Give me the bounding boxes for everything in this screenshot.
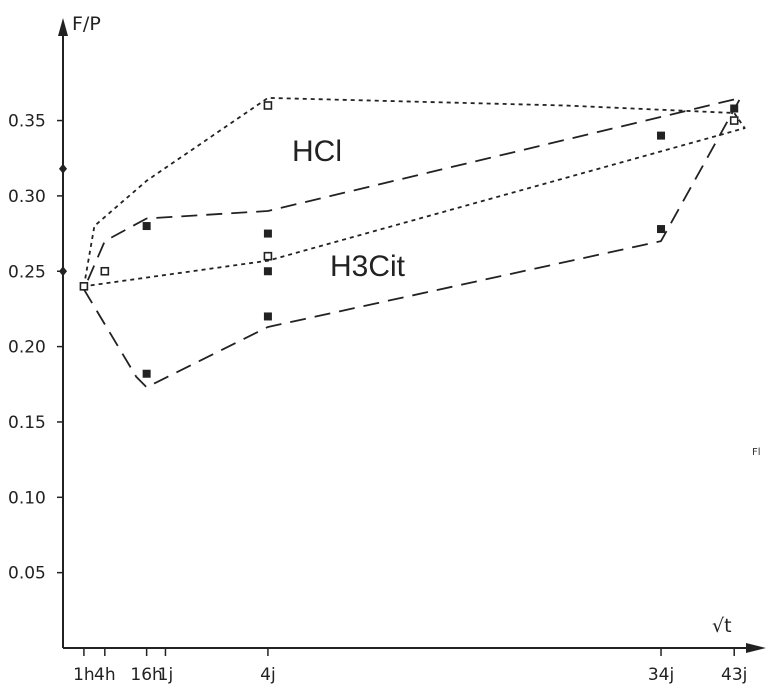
fl-marker-label: Fl [752,447,761,458]
axes: F/P √t [58,13,766,653]
y-axis-arrow [58,18,68,36]
hcl-region-label: HCl [292,135,342,168]
envelope-1 [83,97,742,389]
y-tick-label: 0.30 [8,187,46,207]
y-tick-label: 0.15 [8,413,46,433]
h3cit-region-label: H3Cit [330,250,406,283]
x-axis-arrow [746,643,766,653]
x-tick-label: 4h [94,665,116,685]
region-envelopes [83,97,746,389]
x-tick-label: 43j [721,665,747,685]
axis-marker [59,163,67,174]
y-tick-label: 0.20 [8,338,46,358]
x-tick-label: 1j [158,665,174,685]
data-point-filled [657,131,666,140]
data-point-filled [263,312,272,321]
data-point-open [263,101,273,110]
data-point-open [729,116,739,125]
y-ticks: 0.05 0.10 0.15 0.20 0.25 0.30 0.35 [8,112,67,584]
axis-marker [59,266,67,277]
y-tick-label: 0.05 [8,564,46,584]
data-point-filled [657,225,666,234]
y-axis-title: F/P [72,13,101,35]
x-tick-label: 16h [130,665,162,685]
data-point-open [100,266,110,276]
x-tick-label: 34j [648,665,674,685]
data-points [79,101,739,378]
x-tick-label: 1h [73,665,95,685]
data-point-filled [263,229,272,238]
x-axis-title: √t [712,615,732,637]
envelope-0 [83,97,746,288]
data-point-open [263,251,273,261]
data-point-filled [142,222,151,231]
data-point-filled [263,267,272,276]
data-point-filled [142,369,151,378]
data-point-open [79,282,89,291]
data-point-filled [730,104,739,113]
annotations: HCl H3Cit Fl [292,135,761,458]
x-tick-label: 4j [260,665,276,685]
y-tick-label: 0.10 [8,488,46,508]
y-tick-label: 0.25 [8,262,46,282]
y-tick-label: 0.35 [8,112,46,132]
